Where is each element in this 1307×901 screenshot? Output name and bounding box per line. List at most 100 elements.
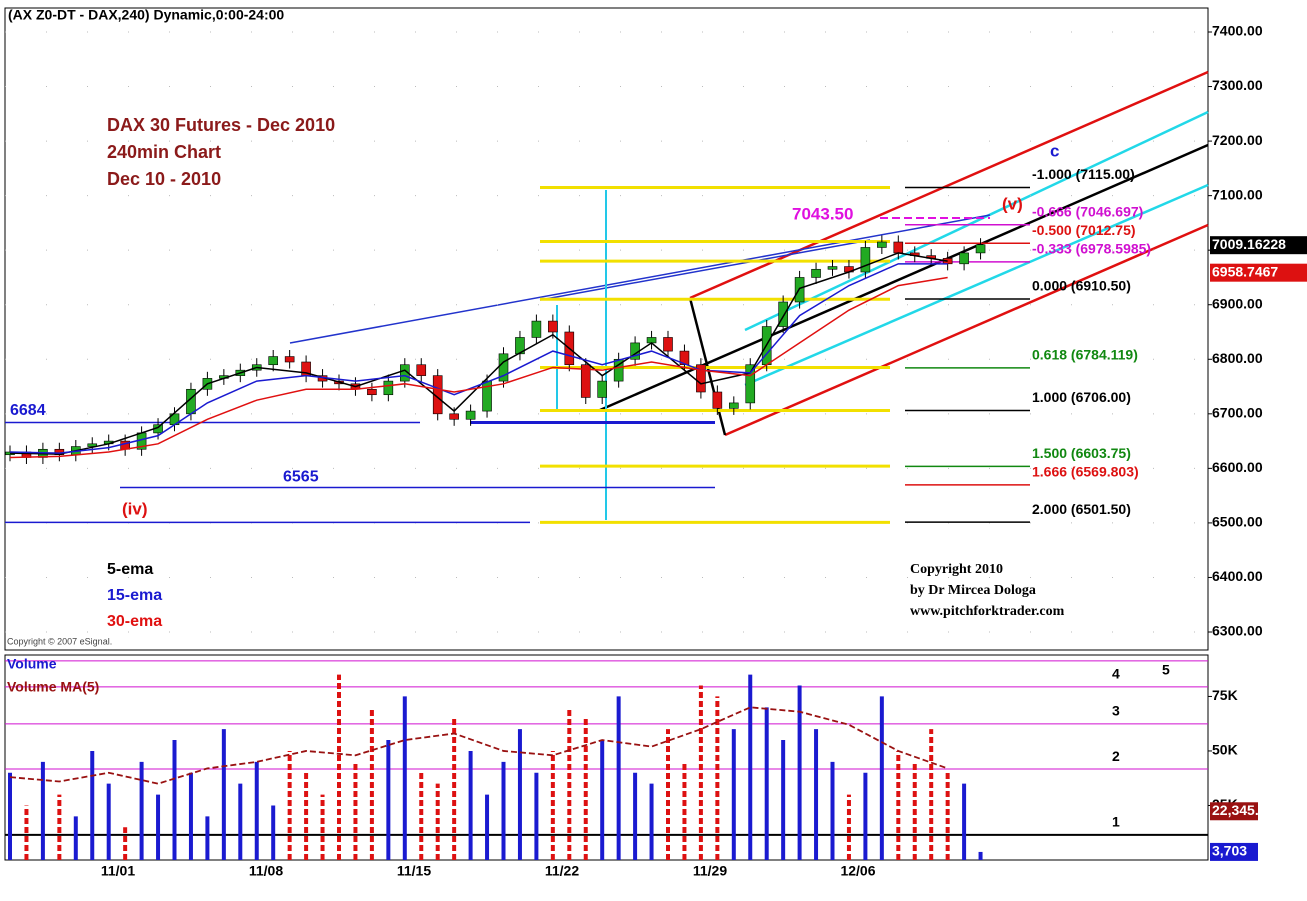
fork-line xyxy=(744,110,1209,332)
legend-entry: 5-ema xyxy=(107,561,153,578)
candle-body xyxy=(548,320,558,333)
zone-label: 3 xyxy=(1112,703,1120,719)
candle-body xyxy=(515,337,525,355)
y-tick-label: 7300.00 xyxy=(1212,77,1263,93)
copyright: Copyright 2010 xyxy=(910,562,1003,577)
candle-body xyxy=(399,364,410,382)
fib-label: -0.666 (7046.697) xyxy=(1032,203,1143,219)
candle-body xyxy=(778,301,788,327)
y-tick-label: 7200.00 xyxy=(1212,132,1263,148)
level-label: 6565 xyxy=(283,469,319,486)
candle-body xyxy=(465,410,476,420)
y-tick-label: 6700.00 xyxy=(1212,405,1263,421)
ema-line xyxy=(9,263,948,454)
annotation: (iv) xyxy=(122,499,148,518)
candle-body xyxy=(268,356,279,366)
candle-body xyxy=(284,356,295,363)
candle-body xyxy=(728,402,739,409)
fib-label: 1.500 (6603.75) xyxy=(1032,445,1131,461)
legend-entry: 30-ema xyxy=(107,613,162,630)
fib-label: 1.000 (6706.00) xyxy=(1032,389,1131,405)
y-tick-label: 50K xyxy=(1212,742,1238,758)
candle-body xyxy=(416,364,427,376)
candle-body xyxy=(482,380,492,412)
y-tick-label: 6800.00 xyxy=(1212,350,1263,366)
volume-panel xyxy=(4,654,1209,861)
y-tick-label: 6900.00 xyxy=(1212,295,1263,311)
x-tick-label: 12/06 xyxy=(840,863,875,879)
volume-ma-label: Volume MA(5) xyxy=(7,679,99,695)
candle-body xyxy=(597,380,608,398)
fib-label: 0.618 (6784.119) xyxy=(1032,347,1138,363)
candle-body xyxy=(811,268,821,278)
y-tick-label: 7400.00 xyxy=(1212,23,1263,39)
trend-line xyxy=(539,239,871,301)
candle-body xyxy=(827,266,838,270)
price-tag xyxy=(1210,263,1307,282)
volume-tag-label: 22,345.4 xyxy=(1212,802,1267,818)
price-tag-label: 6958.7467 xyxy=(1212,263,1278,279)
x-tick-label: 11/29 xyxy=(693,863,727,879)
copyright: www.pitchforktrader.com xyxy=(910,604,1065,619)
fib-label: -0.333 (6978.5985) xyxy=(1032,241,1151,257)
y-tick-label: 6500.00 xyxy=(1212,514,1263,530)
candle-body xyxy=(580,364,591,398)
fork-line xyxy=(744,183,1209,387)
price-panel xyxy=(4,7,1209,651)
annotation: c xyxy=(1050,141,1059,160)
legend-entry: 15-ema xyxy=(107,587,162,604)
annotation: (v) xyxy=(1002,194,1023,213)
y-tick-label: 6400.00 xyxy=(1212,568,1263,584)
zone-label: 1 xyxy=(1112,814,1120,830)
zone-label: 2 xyxy=(1112,748,1120,764)
volume-tag xyxy=(1210,842,1258,861)
candle-body xyxy=(959,252,969,265)
x-tick-label: 11/08 xyxy=(249,863,283,879)
candle-body xyxy=(383,380,394,396)
volume-tag-label: 3,703 xyxy=(1212,843,1247,859)
y-tick-label: 7100.00 xyxy=(1212,186,1263,202)
candle-body xyxy=(975,244,986,254)
x-tick-label: 11/01 xyxy=(101,863,135,879)
x-tick-label: 11/22 xyxy=(545,863,579,879)
fib-label: -0.500 (7012.75) xyxy=(1032,222,1136,238)
candle-body xyxy=(893,241,904,254)
y-tick-label: 6300.00 xyxy=(1212,623,1263,639)
candle-body xyxy=(613,358,624,382)
price-tag xyxy=(1210,236,1307,255)
ema-line xyxy=(9,252,948,455)
fib-label: 1.666 (6569.803) xyxy=(1032,464,1139,480)
copyright: by Dr Mircea Dologa xyxy=(910,583,1036,598)
annotation: 7043.50 xyxy=(792,204,853,223)
candle-body xyxy=(860,247,871,273)
header: (AX Z0-DT - DAX,240) Dynamic,0:00-24:00 xyxy=(8,7,284,23)
candle-body xyxy=(531,320,542,338)
candle-body xyxy=(745,364,756,404)
fib-label: 0.000 (6910.50) xyxy=(1032,278,1131,294)
volume-ma xyxy=(9,706,948,785)
level-label: 6684 xyxy=(10,402,46,419)
candle-body xyxy=(712,391,723,409)
candle-body xyxy=(449,413,459,420)
ema-line xyxy=(9,276,948,459)
trend-line xyxy=(289,214,991,344)
candle-body xyxy=(367,388,377,396)
x-tick-label: 11/15 xyxy=(397,863,431,879)
y-tick-label: 6600.00 xyxy=(1212,459,1263,475)
title: 240min Chart xyxy=(107,142,221,162)
title: DAX 30 Futures - Dec 2010 xyxy=(107,115,335,135)
zone-label: 4 xyxy=(1112,666,1120,682)
fib-label: 2.000 (6501.50) xyxy=(1032,501,1131,517)
price-tag-label: 7009.16228 xyxy=(1212,236,1286,252)
esignal-note: Copyright © 2007 eSignal. xyxy=(7,636,112,646)
fib-label: -1.000 (7115.00) xyxy=(1032,166,1135,182)
volume-tag xyxy=(1210,802,1258,821)
candle-body xyxy=(663,337,673,352)
zone-label: 5 xyxy=(1162,662,1170,678)
candle-body xyxy=(877,241,887,248)
candle-body xyxy=(679,350,690,366)
fork-line xyxy=(724,223,1209,437)
candle-body xyxy=(432,375,443,415)
